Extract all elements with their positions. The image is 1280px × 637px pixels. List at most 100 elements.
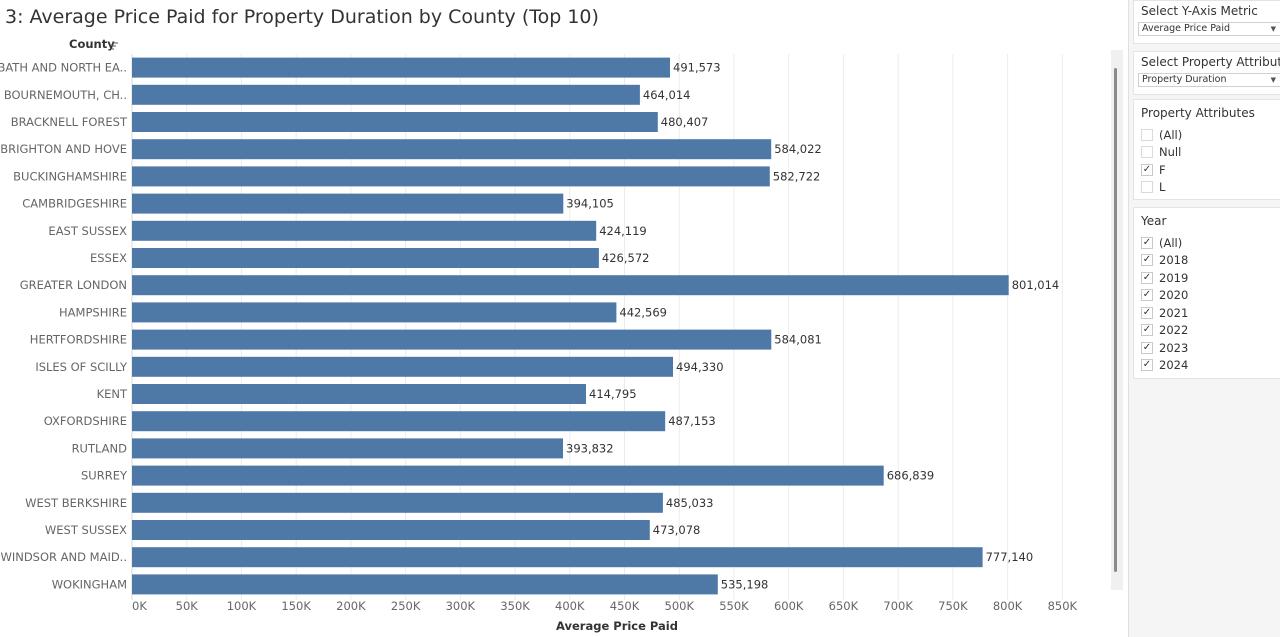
x-tick-label: 400K [555, 599, 585, 613]
x-tick-label: 700K [883, 599, 913, 613]
year-item-label: (All) [1159, 235, 1183, 250]
data-label: 801,014 [1012, 278, 1060, 292]
property-attribute-parameter: Select Property Attribute Property Durat… [1133, 51, 1280, 95]
property-attributes-filter: Property Attributes (All) Null ✓ F L [1133, 99, 1280, 200]
category-label: CAMBRIDGESHIRE [22, 197, 127, 211]
bar[interactable] [132, 302, 617, 323]
year-item[interactable]: ✓ 2019 [1134, 269, 1280, 287]
x-tick-label: 850K [1048, 599, 1078, 613]
data-label: 414,795 [589, 387, 637, 401]
bar[interactable] [132, 574, 718, 595]
checkbox-icon[interactable] [1141, 146, 1153, 159]
bar[interactable] [132, 220, 597, 241]
chart-scrollbar-track[interactable] [1111, 50, 1123, 590]
chevron-down-icon[interactable]: ▼ [1270, 25, 1276, 33]
year-item[interactable]: ✓ 2023 [1134, 339, 1280, 357]
category-label: OXFORDSHIRE [44, 414, 127, 428]
bar[interactable] [132, 139, 772, 160]
bar[interactable] [132, 248, 599, 268]
bar[interactable] [132, 329, 772, 350]
bar-chart: 0K 50K 100K 150K 200K 250K 300K 350K 400K 450K 500… [0, 37, 1078, 633]
year-item[interactable]: ✓ 2018 [1134, 252, 1280, 270]
bar-layer [132, 57, 1009, 595]
year-item-label: 2023 [1159, 340, 1189, 355]
category-label: BRACKNELL FOREST [11, 115, 128, 129]
category-label: SURREY [81, 469, 128, 483]
year-item-label: 2018 [1159, 253, 1189, 268]
property-attributes-title: Property Attributes [1141, 106, 1255, 120]
property-attribute-item[interactable]: Null [1134, 144, 1280, 162]
y-metric-title: Select Y-Axis Metric [1141, 4, 1258, 18]
data-label: 393,832 [566, 441, 614, 455]
category-label: RUTLAND [72, 441, 128, 455]
checked-checkbox-icon[interactable]: ✓ [1141, 324, 1153, 337]
bar[interactable] [132, 84, 640, 105]
year-item[interactable]: ✓ 2022 [1134, 322, 1280, 340]
bar[interactable] [132, 492, 663, 513]
data-label: 394,105 [566, 197, 614, 211]
category-label: WINDSOR AND MAID.. [0, 550, 127, 564]
x-tick-label: 250K [391, 599, 421, 613]
grid-layer [131, 54, 1063, 600]
checked-checkbox-icon[interactable]: ✓ [1141, 271, 1153, 284]
checked-checkbox-icon[interactable]: ✓ [1141, 341, 1153, 354]
year-item-label: 2021 [1159, 305, 1189, 320]
year-item[interactable]: ✓ (All) [1134, 234, 1280, 252]
bar[interactable] [132, 166, 770, 187]
bar[interactable] [132, 112, 658, 132]
bar[interactable] [132, 275, 1009, 296]
checkbox-icon[interactable] [1141, 181, 1153, 194]
property-attribute-item[interactable]: (All) [1134, 126, 1280, 144]
year-item[interactable]: ✓ 2020 [1134, 287, 1280, 305]
year-item-label: 2022 [1159, 323, 1189, 338]
category-label: HAMPSHIRE [59, 305, 127, 319]
bar[interactable] [132, 465, 884, 486]
x-tick-label: 550K [719, 599, 749, 613]
data-label: 480,407 [661, 115, 709, 129]
checked-checkbox-icon[interactable]: ✓ [1141, 254, 1153, 267]
bar[interactable] [132, 356, 673, 377]
data-label: 535,198 [721, 577, 769, 591]
data-label: 473,078 [653, 523, 701, 537]
bar[interactable] [132, 547, 983, 568]
bar[interactable] [132, 520, 650, 540]
year-filter-title: Year [1141, 214, 1167, 228]
sort-icon[interactable] [112, 42, 118, 50]
property-attribute-item-label: (All) [1159, 127, 1183, 142]
x-tick-label: 200K [336, 599, 366, 613]
bar[interactable] [132, 57, 670, 78]
checked-checkbox-icon[interactable]: ✓ [1141, 359, 1153, 372]
year-item-label: 2024 [1159, 358, 1189, 373]
chevron-down-icon[interactable]: ▼ [1270, 76, 1276, 84]
category-label: BATH AND NORTH EA.. [0, 61, 127, 75]
property-attribute-item[interactable]: ✓ F [1134, 161, 1280, 179]
checkbox-icon[interactable] [1141, 128, 1153, 141]
chart-scrollbar-thumb[interactable] [1114, 68, 1117, 572]
checked-checkbox-icon[interactable]: ✓ [1141, 236, 1153, 249]
category-label: WOKINGHAM [52, 577, 127, 591]
bar[interactable] [132, 438, 563, 459]
year-item[interactable]: ✓ 2024 [1134, 357, 1280, 375]
x-tick-label: 350K [500, 599, 530, 613]
data-label: 491,573 [673, 61, 721, 75]
y-metric-dropdown[interactable]: Average Price Paid ▼ [1138, 22, 1280, 36]
year-item-label: 2020 [1159, 288, 1189, 303]
data-label: 487,153 [668, 414, 716, 428]
category-header[interactable]: County [69, 37, 115, 51]
chart-title: 3: Average Price Paid for Property Durat… [5, 6, 599, 28]
category-label: HERTFORDSHIRE [30, 333, 127, 347]
checked-checkbox-icon[interactable]: ✓ [1141, 289, 1153, 302]
year-item-label: 2019 [1159, 270, 1189, 285]
category-label: GREATER LONDON [20, 278, 127, 292]
bar[interactable] [132, 193, 564, 214]
year-item[interactable]: ✓ 2021 [1134, 304, 1280, 322]
property-attributes-list: (All) Null ✓ F L [1134, 126, 1280, 196]
property-attribute-dropdown[interactable]: Property Duration ▼ [1138, 73, 1280, 87]
data-label: 424,119 [599, 224, 647, 238]
data-label: 686,839 [887, 469, 935, 483]
property-attribute-item[interactable]: L [1134, 179, 1280, 197]
bar[interactable] [132, 384, 586, 404]
checked-checkbox-icon[interactable]: ✓ [1141, 306, 1153, 319]
checked-checkbox-icon[interactable]: ✓ [1141, 163, 1153, 176]
bar[interactable] [132, 411, 666, 432]
